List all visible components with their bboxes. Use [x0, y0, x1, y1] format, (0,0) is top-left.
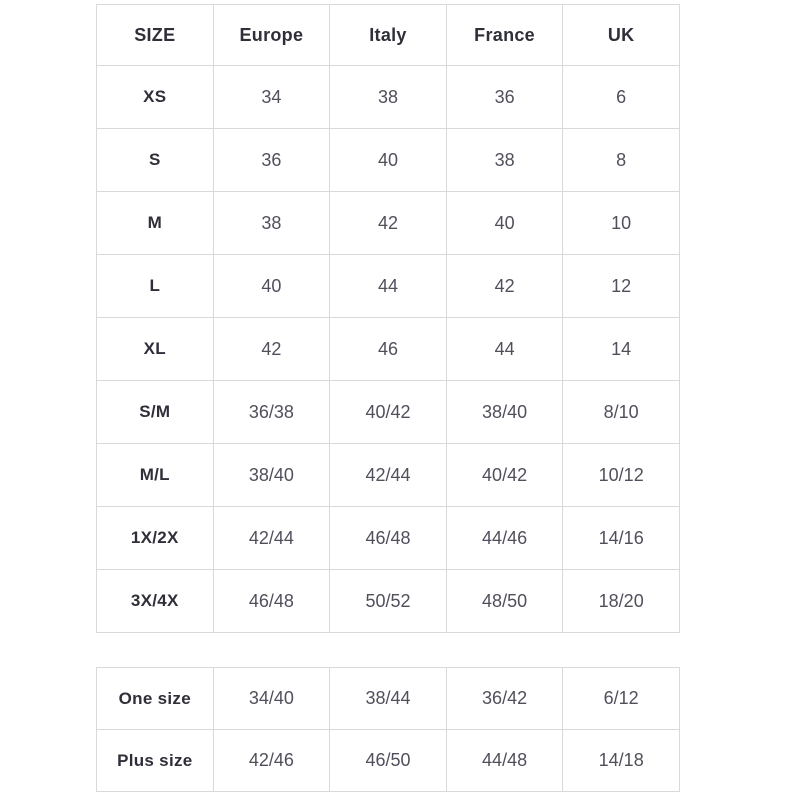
- value-cell: 36: [212, 128, 331, 192]
- value-cell: 6/12: [562, 667, 680, 730]
- value-cell: 34/40: [212, 667, 331, 730]
- table-row-l: L 40 44 42 12: [96, 254, 680, 318]
- table-row-1x2x: 1X/2X 42/44 46/48 44/46 14/16: [96, 506, 680, 570]
- value-cell: 38/40: [445, 380, 564, 444]
- table-row-one-size: One size 34/40 38/44 36/42 6/12: [96, 667, 680, 730]
- value-cell: 42: [329, 191, 447, 255]
- size-label-cell: XS: [96, 65, 214, 129]
- header-cell-uk: UK: [562, 4, 680, 66]
- value-cell: 46/48: [212, 569, 331, 633]
- value-cell: 10/12: [562, 443, 680, 507]
- value-cell: 10: [562, 191, 680, 255]
- header-cell-europe: Europe: [212, 4, 331, 66]
- value-cell: 42/46: [212, 729, 331, 792]
- table-row-xl: XL 42 46 44 14: [96, 317, 680, 381]
- value-cell: 42: [212, 317, 331, 381]
- value-cell: 18/20: [562, 569, 680, 633]
- value-cell: 38: [212, 191, 331, 255]
- value-cell: 36/42: [445, 667, 564, 730]
- value-cell: 14: [562, 317, 680, 381]
- value-cell: 40/42: [445, 443, 564, 507]
- special-sizes-table: One size 34/40 38/44 36/42 6/12 Plus siz…: [96, 667, 680, 792]
- size-label-cell: XL: [96, 317, 214, 381]
- size-label-cell: 3X/4X: [96, 569, 214, 633]
- value-cell: 42/44: [329, 443, 447, 507]
- value-cell: 38/40: [212, 443, 331, 507]
- size-label-cell: 1X/2X: [96, 506, 214, 570]
- table-row-plus-size: Plus size 42/46 46/50 44/48 14/18: [96, 729, 680, 792]
- table-row-3x4x: 3X/4X 46/48 50/52 48/50 18/20: [96, 569, 680, 633]
- size-label-cell: Plus size: [96, 729, 214, 792]
- value-cell: 44: [445, 317, 564, 381]
- table-header-row: SIZE Europe Italy France UK: [96, 4, 680, 66]
- size-label-cell: L: [96, 254, 214, 318]
- value-cell: 8/10: [562, 380, 680, 444]
- value-cell: 36/38: [212, 380, 331, 444]
- value-cell: 44: [329, 254, 447, 318]
- size-label-cell: S/M: [96, 380, 214, 444]
- header-cell-italy: Italy: [329, 4, 447, 66]
- table-row-xs: XS 34 38 36 6: [96, 65, 680, 129]
- value-cell: 50/52: [329, 569, 447, 633]
- size-label-cell: One size: [96, 667, 214, 730]
- size-label-cell: M: [96, 191, 214, 255]
- table-row-sm: S/M 36/38 40/42 38/40 8/10: [96, 380, 680, 444]
- value-cell: 34: [212, 65, 331, 129]
- table-row-m: M 38 42 40 10: [96, 191, 680, 255]
- table-row-ml: M/L 38/40 42/44 40/42 10/12: [96, 443, 680, 507]
- value-cell: 12: [562, 254, 680, 318]
- value-cell: 40: [329, 128, 447, 192]
- value-cell: 36: [445, 65, 564, 129]
- value-cell: 38: [445, 128, 564, 192]
- value-cell: 40: [445, 191, 564, 255]
- header-cell-size: SIZE: [96, 4, 214, 66]
- value-cell: 46/50: [329, 729, 447, 792]
- value-cell: 40/42: [329, 380, 447, 444]
- value-cell: 14/18: [562, 729, 680, 792]
- value-cell: 44/48: [445, 729, 564, 792]
- size-label-cell: M/L: [96, 443, 214, 507]
- value-cell: 38: [329, 65, 447, 129]
- size-label-cell: S: [96, 128, 214, 192]
- value-cell: 48/50: [445, 569, 564, 633]
- value-cell: 44/46: [445, 506, 564, 570]
- value-cell: 42: [445, 254, 564, 318]
- value-cell: 46: [329, 317, 447, 381]
- value-cell: 38/44: [329, 667, 447, 730]
- table-row-s: S 36 40 38 8: [96, 128, 680, 192]
- value-cell: 40: [212, 254, 331, 318]
- value-cell: 6: [562, 65, 680, 129]
- header-cell-france: France: [445, 4, 564, 66]
- value-cell: 8: [562, 128, 680, 192]
- value-cell: 42/44: [212, 506, 331, 570]
- size-conversion-table: SIZE Europe Italy France UK XS 34 38 36 …: [96, 4, 680, 633]
- value-cell: 14/16: [562, 506, 680, 570]
- value-cell: 46/48: [329, 506, 447, 570]
